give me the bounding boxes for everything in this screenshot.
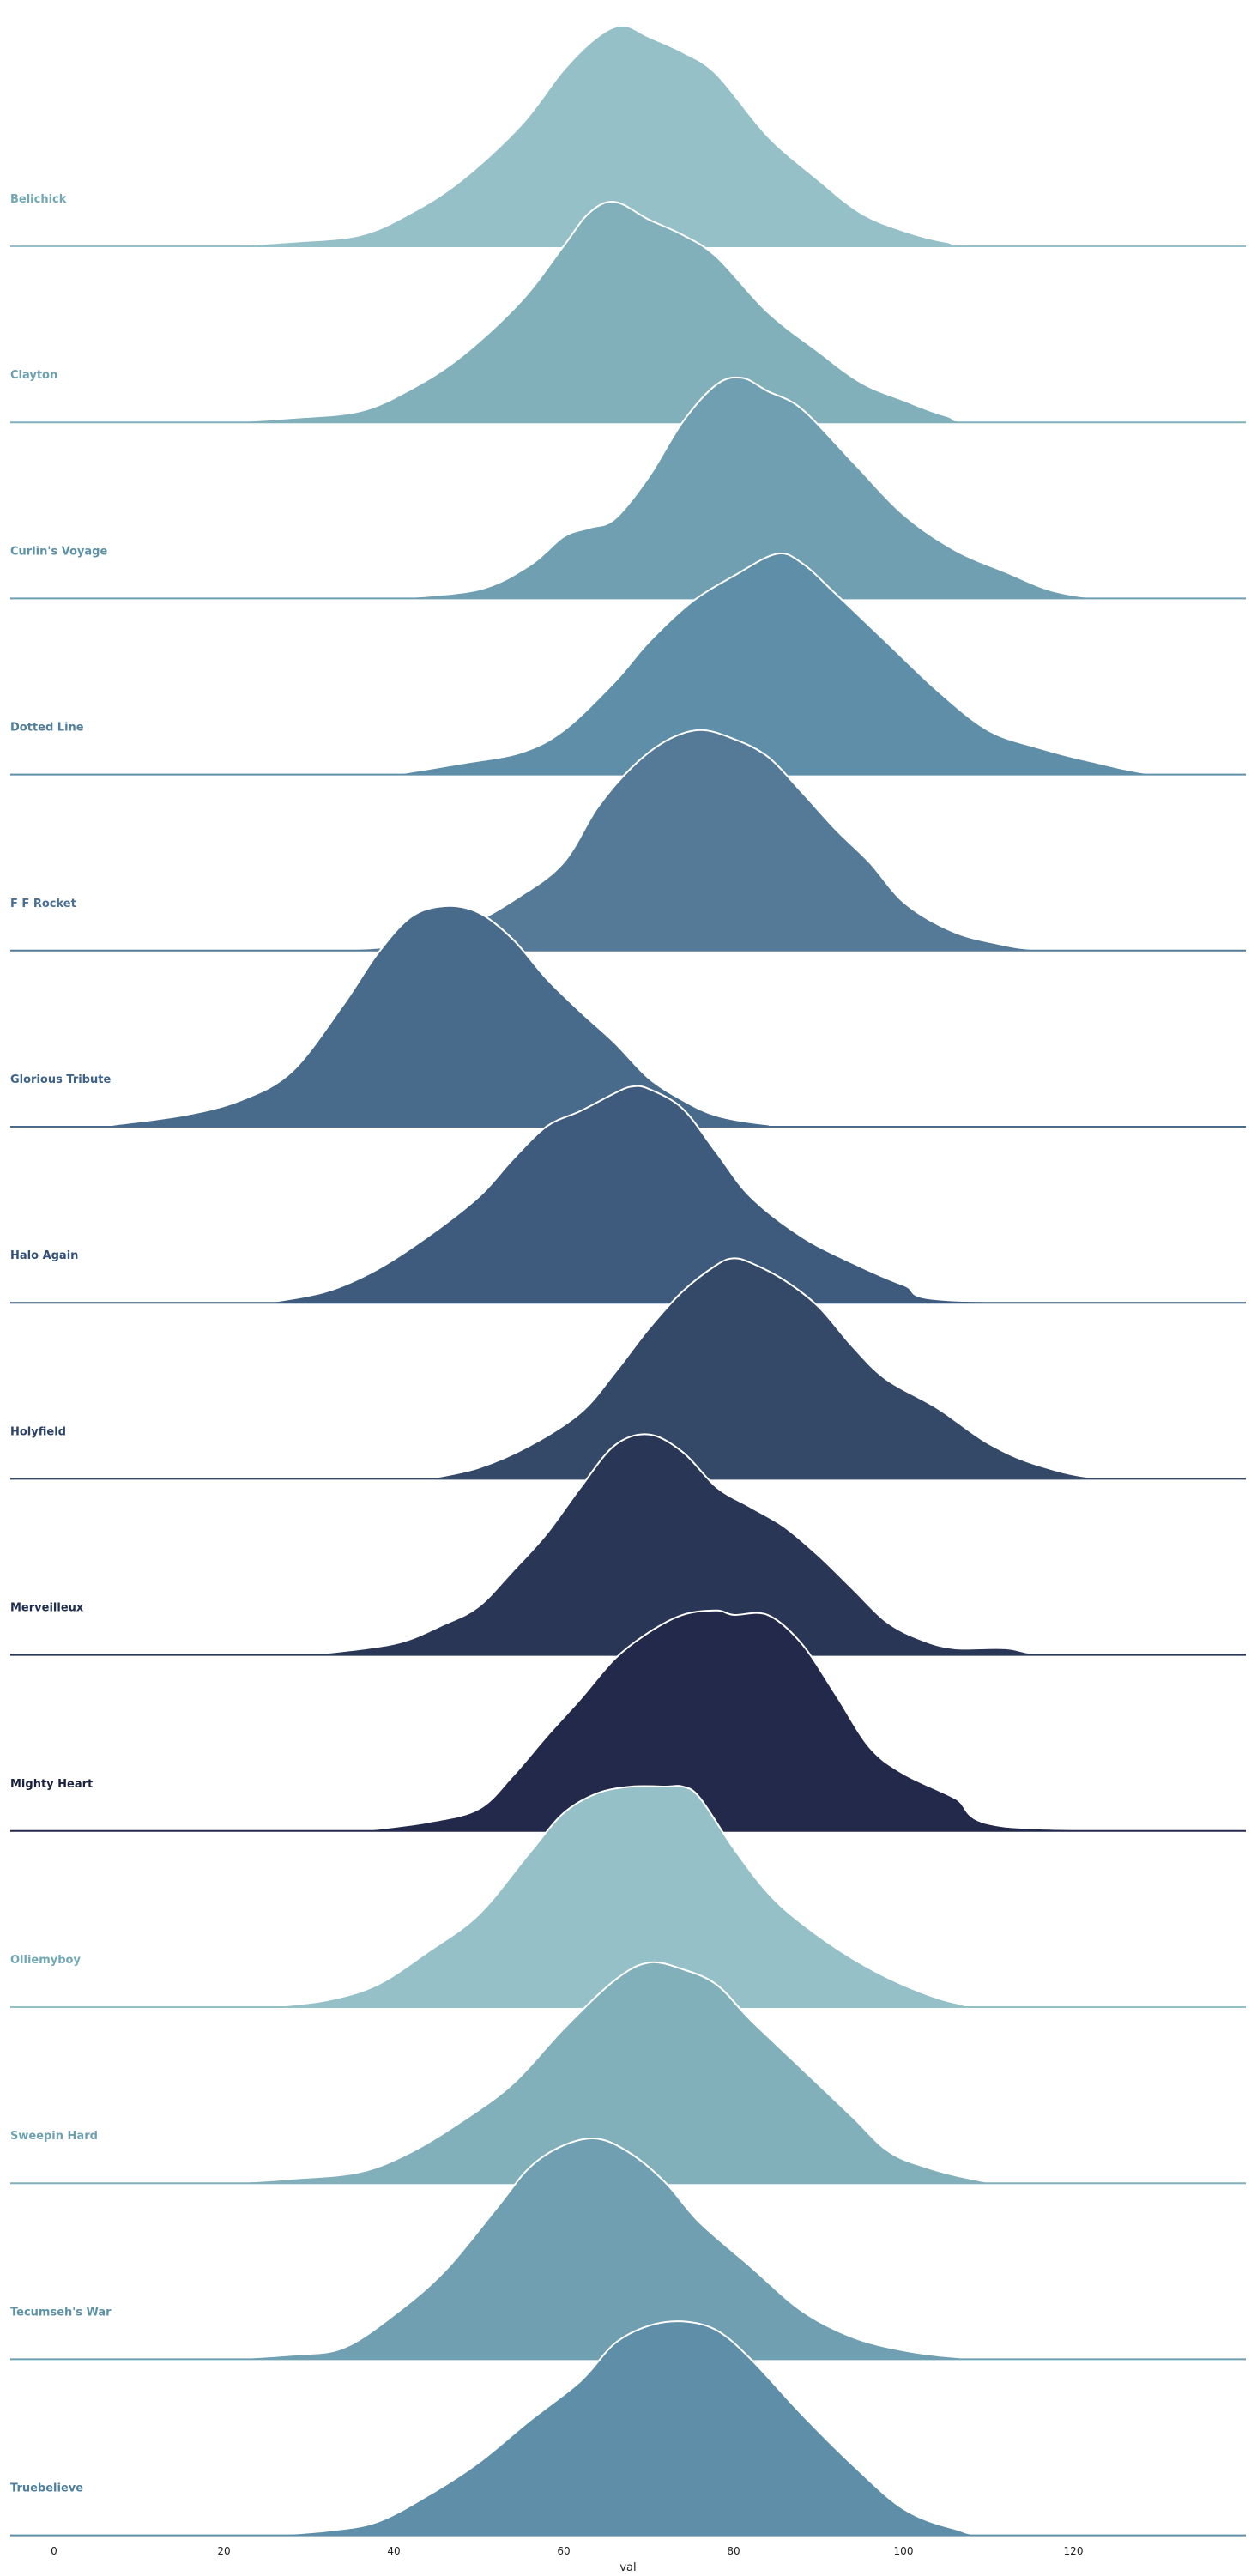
row-label: Halo Again xyxy=(10,1249,78,1262)
row-label: F F Rocket xyxy=(10,898,76,910)
ridge-area xyxy=(10,2321,1246,2536)
ridge-outline xyxy=(10,904,1244,1128)
x-tick-label: 80 xyxy=(727,2545,740,2557)
row-label: Clayton xyxy=(10,369,57,382)
x-tick-label: 40 xyxy=(387,2545,400,2557)
row-label: Truebelieve xyxy=(10,2482,83,2495)
row-label: Glorious Tribute xyxy=(10,1073,111,1086)
ridge-truebelieve: Truebelieve xyxy=(10,2320,1246,2537)
x-tick-label: 100 xyxy=(894,2545,914,2557)
ridge-area xyxy=(10,1085,1246,1303)
row-label: Tecumseh's War xyxy=(10,2306,112,2319)
ridge-area xyxy=(10,202,1246,423)
row-label: Mighty Heart xyxy=(10,1778,93,1791)
x-tick-label: 20 xyxy=(217,2545,230,2557)
row-label: Curlin's Voyage xyxy=(10,545,107,558)
ridges-group: Belichick Clayton Curlin's Voyage Dotted Li… xyxy=(10,24,1246,2537)
row-label: Holyfield xyxy=(10,1425,66,1438)
ridge-area xyxy=(10,1962,1246,2184)
ridge-clayton: Clayton xyxy=(10,201,1246,424)
ridge-outline xyxy=(10,1961,1243,2185)
row-label: Dotted Line xyxy=(10,722,84,735)
ridge-halo-again: Halo Again xyxy=(10,1085,1246,1304)
row-label: Belichick xyxy=(10,193,67,206)
ridge-outline xyxy=(10,552,1243,776)
ridge-area xyxy=(10,905,1246,1127)
ridge-sweepin-hard: Sweepin Hard xyxy=(10,1961,1246,2185)
ridge-f-f-rocket: F F Rocket xyxy=(10,729,1246,952)
ridge-outline xyxy=(10,2320,1243,2537)
ridge-area xyxy=(10,1610,1246,1831)
ridge-outline xyxy=(10,1257,1243,1480)
ridge-merveilleux: Merveilleux xyxy=(10,1433,1246,1656)
x-axis-label: val xyxy=(619,2561,636,2574)
ridge-outline xyxy=(10,201,1243,424)
ridge-outline xyxy=(10,1785,1243,2009)
ridge-outline xyxy=(10,376,1243,600)
ridge-area xyxy=(10,26,1246,246)
x-tick-label: 60 xyxy=(557,2545,570,2557)
ridge-area xyxy=(10,553,1246,775)
x-tick-label: 0 xyxy=(51,2545,57,2557)
ridge-area xyxy=(10,1786,1246,2007)
ridge-outline xyxy=(10,729,1243,952)
ridge-area xyxy=(10,1434,1246,1655)
row-label: Sweepin Hard xyxy=(10,2130,98,2143)
row-label: Merveilleux xyxy=(10,1602,84,1615)
ridge-outline xyxy=(10,1609,1244,1832)
x-axis: 0 20 40 60 80 100 120 xyxy=(51,2545,1083,2557)
ridge-outline xyxy=(10,2138,1243,2361)
ridge-curlin-s-voyage: Curlin's Voyage xyxy=(10,376,1246,600)
ridge-mighty-heart: Mighty Heart xyxy=(10,1609,1246,1832)
ridge-area xyxy=(10,377,1246,599)
ridge-area xyxy=(10,1258,1246,1479)
ridge-outline xyxy=(10,1433,1243,1656)
x-tick-label: 120 xyxy=(1064,2545,1084,2557)
ridge-outline xyxy=(10,24,1243,248)
ridge-area xyxy=(10,2138,1246,2360)
ridge-outline xyxy=(10,1085,1244,1304)
ridge-tecumseh-s-war: Tecumseh's War xyxy=(10,2138,1246,2361)
row-label: Olliemyboy xyxy=(10,1954,81,1967)
ridge-area xyxy=(10,729,1246,951)
